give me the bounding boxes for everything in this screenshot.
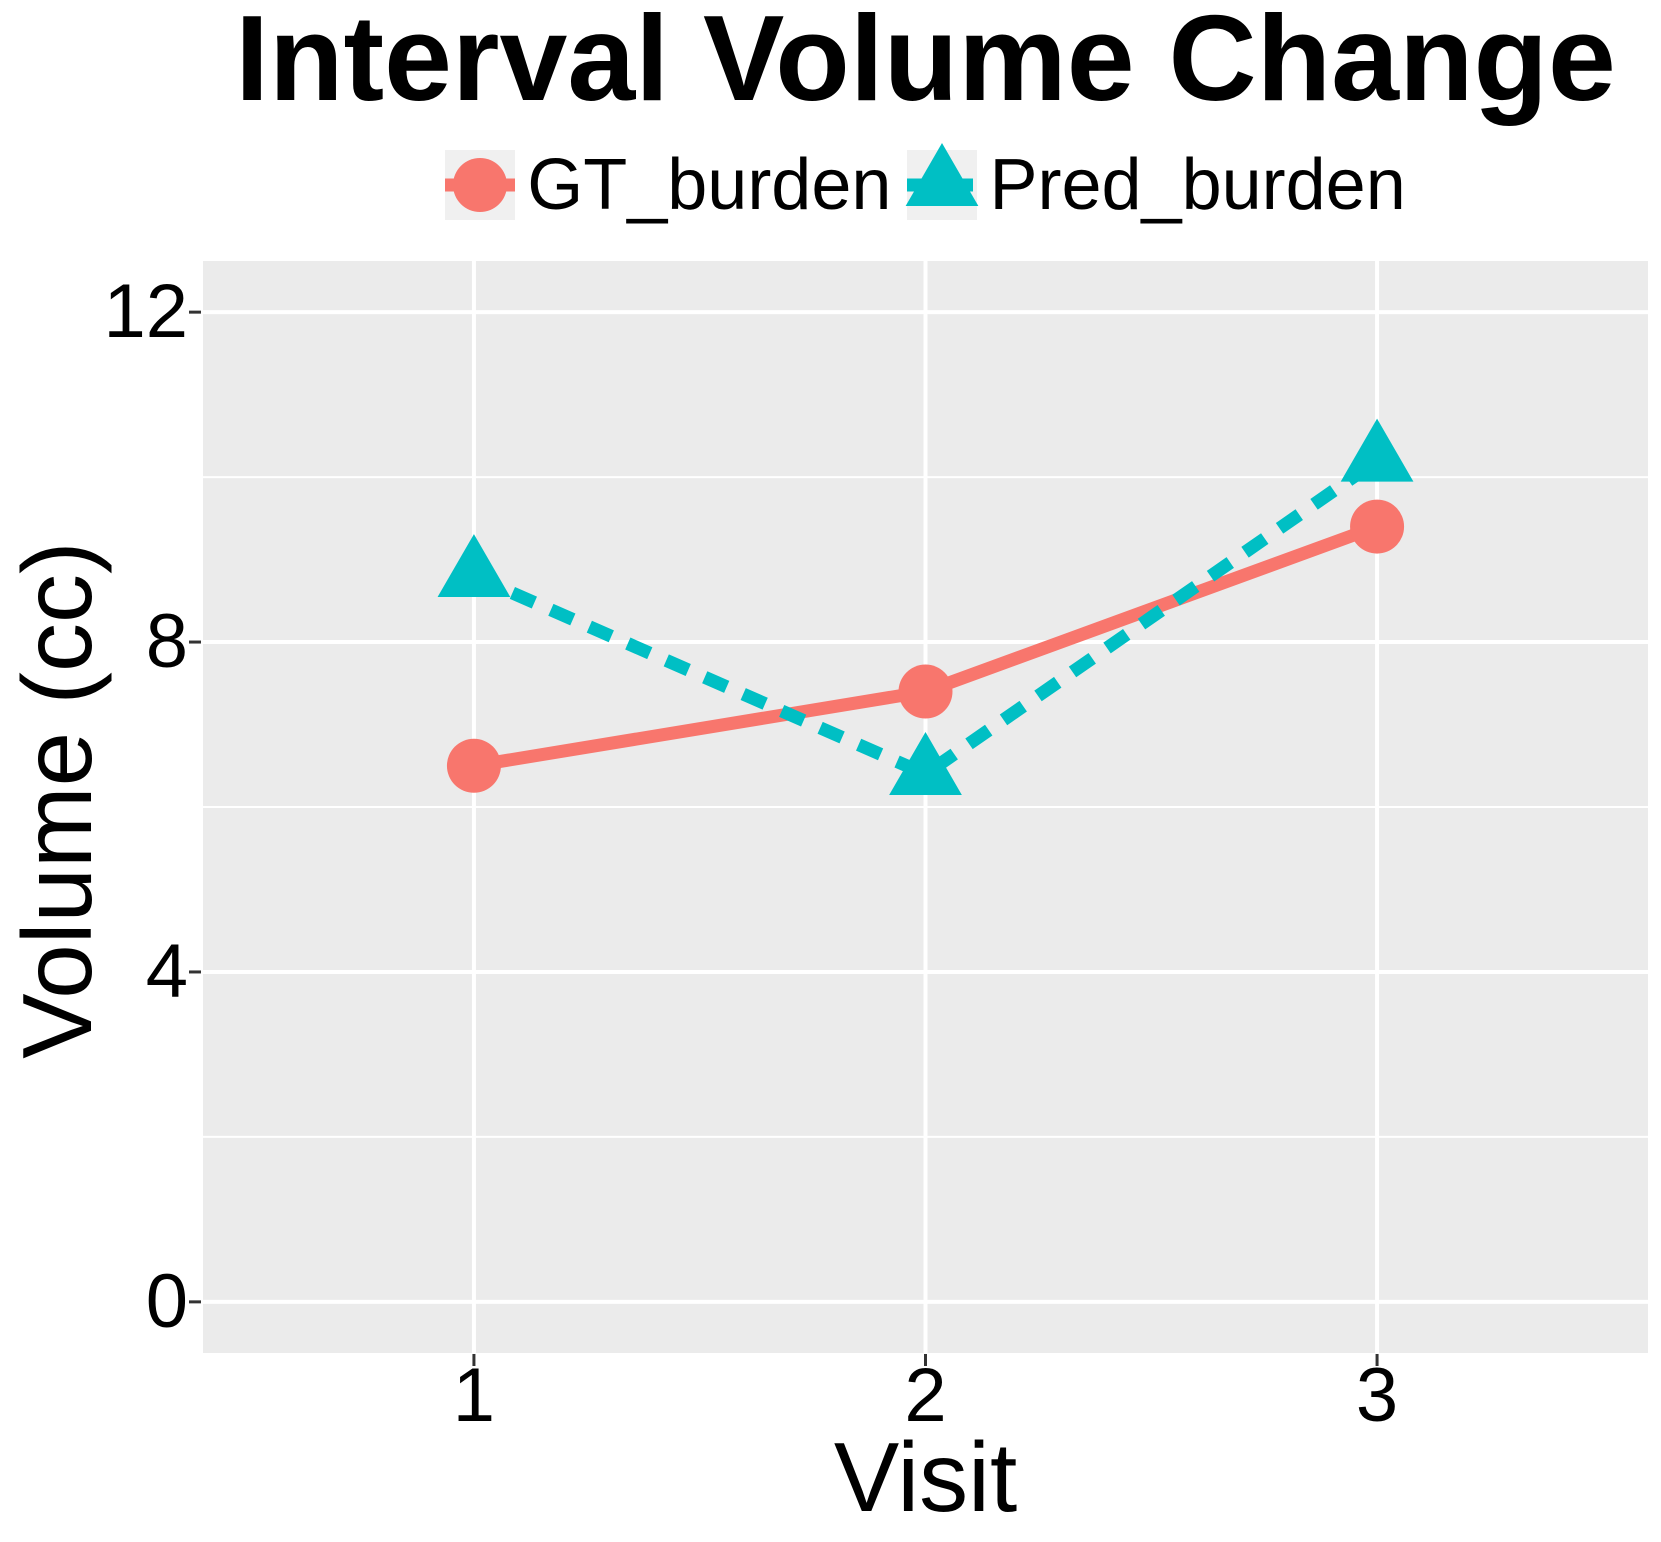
data-point-Pred_burden-visit-2 — [889, 732, 962, 796]
y-tick-label: 12 — [103, 269, 188, 355]
legend-item-pred-burden: Pred_burden — [906, 143, 1406, 225]
x-tick-label: 2 — [904, 1353, 947, 1438]
legend-key-circle-icon — [453, 158, 508, 212]
data-point-GT_burden-visit-3 — [1350, 499, 1405, 554]
data-point-Pred_burden-visit-3 — [1340, 418, 1414, 482]
y-tick-label: 8 — [145, 599, 188, 685]
series-line-Pred_burden — [471, 455, 1381, 782]
legend-item-gt-burden: GT_burden — [445, 149, 891, 221]
chart-title: Interval Volume Change — [235, 0, 1616, 126]
legend-key-pred — [906, 143, 979, 220]
legend-label-gt-burden: GT_burden — [527, 145, 892, 225]
x-tick-label: 3 — [1355, 1353, 1399, 1438]
circle-marker-icon — [445, 158, 516, 212]
data-point-GT_burden-visit-1 — [446, 738, 501, 793]
data-point-GT_burden-visit-2 — [898, 664, 953, 719]
legend-label-pred-burden: Pred_burden — [989, 145, 1406, 225]
x-tick-label: 1 — [452, 1353, 496, 1438]
y-tick-label: 0 — [145, 1258, 188, 1344]
y-tick-label: 4 — [145, 928, 188, 1014]
legend-key-triangle-icon — [906, 143, 979, 206]
data-point-Pred_burden-visit-1 — [437, 534, 511, 598]
legend-key-gt — [445, 150, 516, 220]
y-axis-title: Volume (cc) — [2, 541, 112, 1059]
triangle-marker-icon — [906, 143, 979, 206]
legend: GT_burden Pred_burden — [203, 143, 1648, 225]
x-axis-title: Visit — [833, 1422, 1018, 1532]
